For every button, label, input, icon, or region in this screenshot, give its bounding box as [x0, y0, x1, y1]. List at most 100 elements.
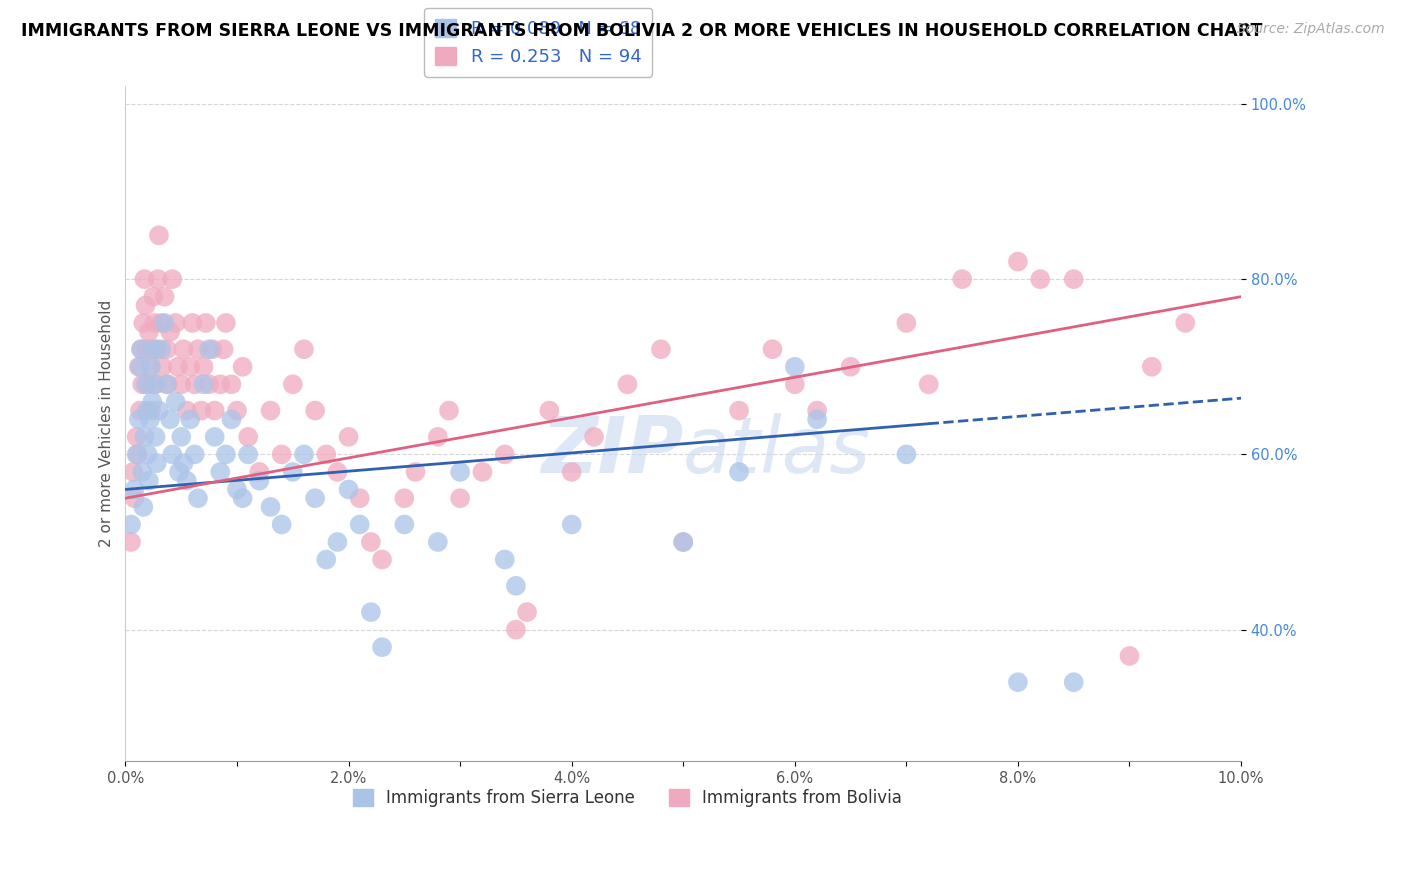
Point [315, 552, 337, 566]
Point [281, 465, 304, 479]
Point [538, 403, 561, 417]
Point [582, 430, 605, 444]
Point [304, 491, 326, 506]
Point [650, 343, 672, 357]
Point [183, 377, 205, 392]
Point [394, 517, 416, 532]
Point [204, 430, 226, 444]
Point [181, 316, 204, 330]
Point [449, 465, 471, 479]
Point [449, 491, 471, 506]
Point [212, 343, 235, 357]
Point [156, 377, 179, 392]
Point [516, 605, 538, 619]
Point [198, 343, 221, 357]
Point [1029, 272, 1052, 286]
Point [426, 535, 449, 549]
Text: ZIP: ZIP [541, 413, 683, 489]
Point [806, 403, 828, 417]
Point [349, 517, 371, 532]
Point [672, 535, 695, 549]
Point [950, 272, 973, 286]
Point [896, 447, 918, 461]
Point [226, 403, 249, 417]
Point [179, 412, 201, 426]
Point [193, 377, 215, 392]
Point [176, 474, 198, 488]
Point [326, 535, 349, 549]
Point [281, 377, 304, 392]
Point [394, 491, 416, 506]
Point [129, 343, 152, 357]
Point [139, 403, 162, 417]
Point [1007, 254, 1029, 268]
Point [125, 447, 148, 461]
Point [135, 343, 157, 357]
Point [172, 343, 194, 357]
Point [232, 491, 254, 506]
Point [215, 447, 238, 461]
Point [138, 474, 160, 488]
Point [1063, 272, 1085, 286]
Point [141, 394, 163, 409]
Point [150, 316, 173, 330]
Point [135, 298, 157, 312]
Point [176, 403, 198, 417]
Point [215, 316, 238, 330]
Point [238, 447, 260, 461]
Point [371, 552, 394, 566]
Point [124, 491, 146, 506]
Point [304, 403, 326, 417]
Point [494, 447, 516, 461]
Point [162, 272, 184, 286]
Point [360, 605, 382, 619]
Y-axis label: 2 or more Vehicles in Household: 2 or more Vehicles in Household [100, 300, 114, 548]
Point [128, 359, 150, 374]
Text: Source: ZipAtlas.com: Source: ZipAtlas.com [1237, 22, 1385, 37]
Point [170, 377, 193, 392]
Point [135, 403, 157, 417]
Point [136, 447, 159, 461]
Point [728, 403, 751, 417]
Point [259, 403, 281, 417]
Point [162, 447, 184, 461]
Point [129, 403, 152, 417]
Point [221, 412, 243, 426]
Point [139, 359, 162, 374]
Point [204, 403, 226, 417]
Point [270, 447, 292, 461]
Point [337, 483, 360, 497]
Point [156, 377, 179, 392]
Point [761, 343, 783, 357]
Point [150, 359, 173, 374]
Point [124, 483, 146, 497]
Point [131, 377, 153, 392]
Point [139, 359, 162, 374]
Point [145, 456, 167, 470]
Point [179, 359, 201, 374]
Point [129, 343, 152, 357]
Point [148, 403, 170, 417]
Point [159, 412, 181, 426]
Point [143, 316, 166, 330]
Point [616, 377, 638, 392]
Point [156, 343, 179, 357]
Point [120, 535, 142, 549]
Point [918, 377, 941, 392]
Point [120, 517, 142, 532]
Point [247, 474, 270, 488]
Point [226, 483, 249, 497]
Point [142, 343, 165, 357]
Point [1118, 648, 1140, 663]
Point [232, 359, 254, 374]
Point [209, 377, 232, 392]
Point [259, 500, 281, 514]
Point [561, 465, 583, 479]
Point [337, 430, 360, 444]
Point [221, 377, 243, 392]
Point [131, 465, 153, 479]
Point [209, 465, 232, 479]
Point [170, 430, 193, 444]
Point [134, 272, 156, 286]
Point [132, 500, 155, 514]
